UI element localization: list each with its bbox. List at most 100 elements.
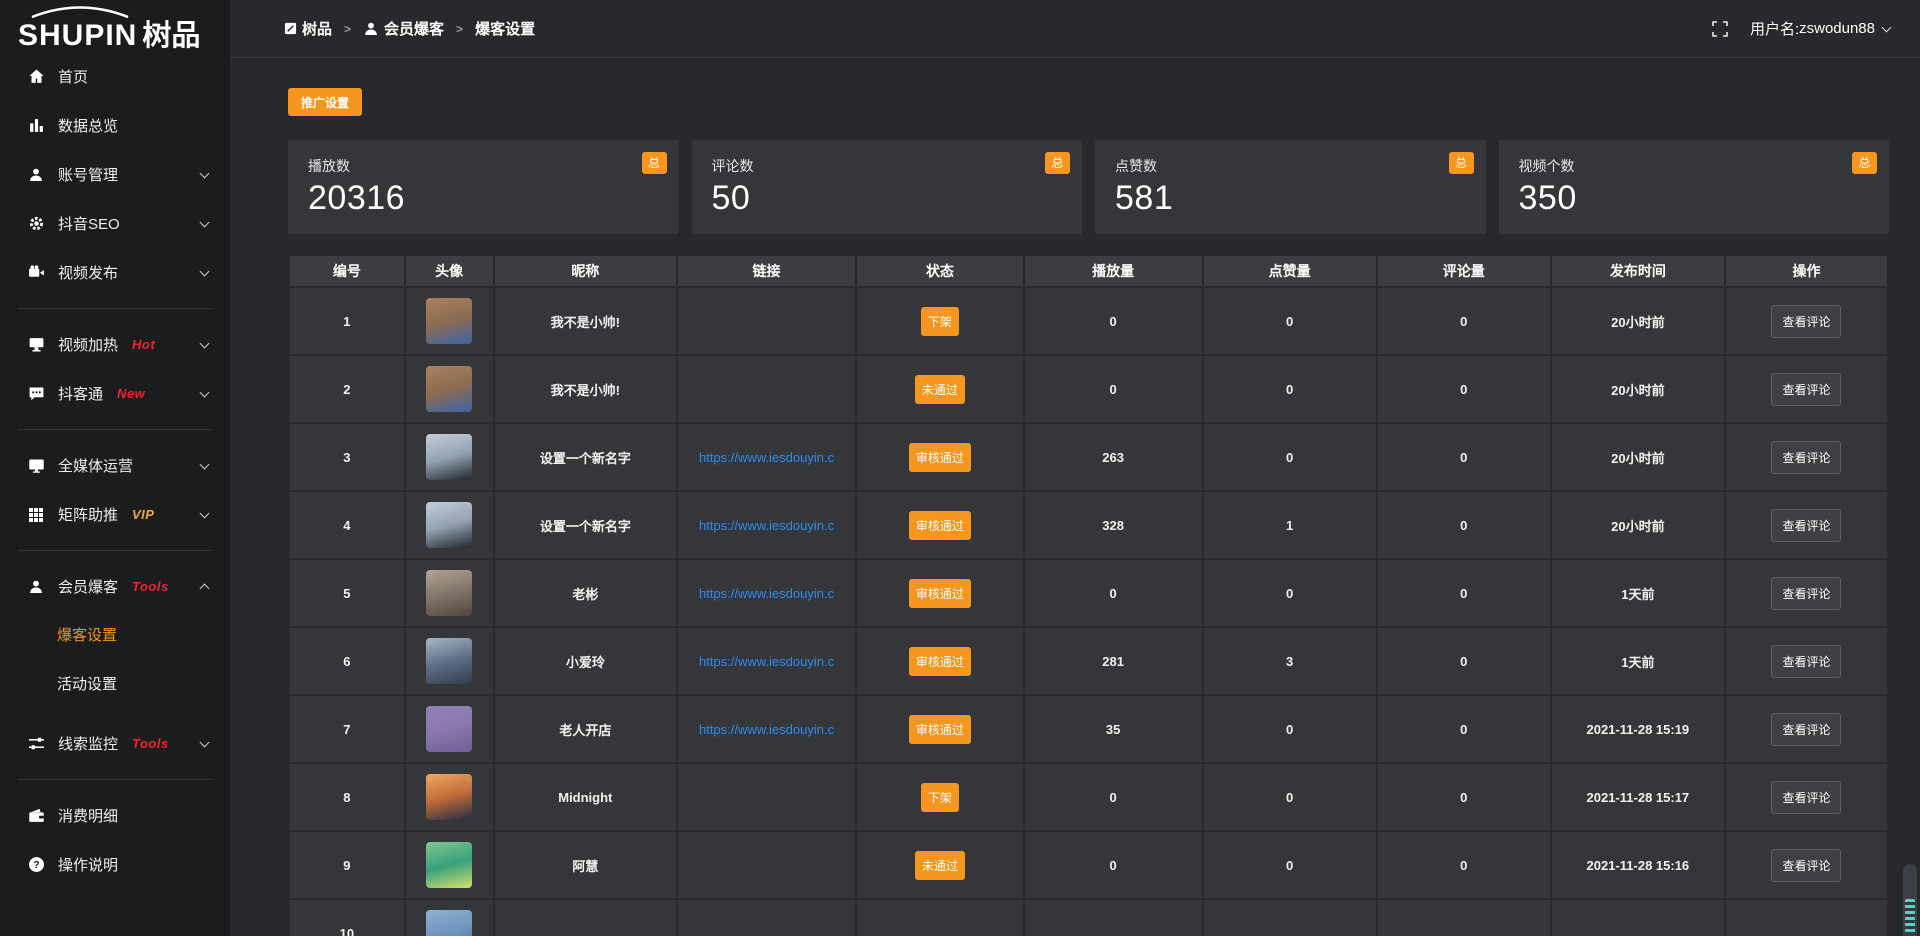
sidebar-item-douyin-seo[interactable]: 抖音SEO xyxy=(0,199,230,248)
cell-time xyxy=(1551,900,1724,936)
cell-status: 审核通过 xyxy=(856,560,1023,626)
cell-likes: 0 xyxy=(1203,356,1376,422)
table-row: 8 Midnight 下架 0 0 0 2021-11-28 15:17 查看评论 xyxy=(290,764,1887,830)
scrollbar-thumb[interactable] xyxy=(1903,864,1917,936)
stat-value: 350 xyxy=(1518,179,1577,217)
cell-likes: 0 xyxy=(1203,832,1376,898)
breadcrumb-item-1[interactable]: 会员爆客 xyxy=(363,18,444,39)
stat-card-2: 点赞数 581 总 xyxy=(1095,140,1486,234)
sidebar-item-account-management[interactable]: 账号管理 xyxy=(0,150,230,199)
cell-plays xyxy=(1024,900,1202,936)
avatar xyxy=(426,706,473,752)
stat-card-0: 播放数 20316 总 xyxy=(288,140,679,234)
sidebar-item-all-media-operation[interactable]: 全媒体运营 xyxy=(0,441,230,490)
table-row: 6 小爱玲 https://www.iesdouyin.c 审核通过 281 3 0 1天前 查… xyxy=(290,628,1887,694)
sidebar-divider xyxy=(18,779,212,780)
cell-avatar xyxy=(405,900,493,936)
chevron-down-icon xyxy=(199,387,210,397)
view-comments-button[interactable]: 查看评论 xyxy=(1771,848,1842,882)
cell-plays: 0 xyxy=(1024,288,1202,354)
cell-no: 10 xyxy=(290,900,404,936)
status-badge: 下架 xyxy=(920,306,959,336)
status-badge: 审核通过 xyxy=(908,510,971,540)
table-row: 4 设置一个新名字 https://www.iesdouyin.c 审核通过 328 1 0… xyxy=(290,492,1887,558)
table-row: 1 我不是小帅! 下架 0 0 0 20小时前 查看评论 xyxy=(290,288,1887,354)
cell-action: 查看评论 xyxy=(1725,288,1887,354)
user-menu[interactable]: 用户名: zswodun88 xyxy=(1750,18,1892,39)
cell-plays: 0 xyxy=(1024,764,1202,830)
video-link[interactable]: https://www.iesdouyin.c xyxy=(698,585,835,601)
sidebar-item-matrix-boost[interactable]: 矩阵助推 VIP xyxy=(0,490,230,539)
total-badge: 总 xyxy=(641,152,667,174)
total-badge: 总 xyxy=(1448,152,1474,174)
cell-likes: 3 xyxy=(1203,628,1376,694)
sidebar-item-label: 矩阵助推 xyxy=(58,507,119,524)
sidebar-item-operation-guide[interactable]: ? 操作说明 xyxy=(0,840,230,889)
view-comments-button[interactable]: 查看评论 xyxy=(1771,508,1842,542)
cell-status: 下架 xyxy=(856,764,1023,830)
cell-link xyxy=(678,356,855,422)
view-comments-button[interactable]: 查看评论 xyxy=(1771,780,1842,814)
sidebar-item-data-overview[interactable]: 数据总览 xyxy=(0,101,230,150)
fullscreen-icon[interactable] xyxy=(1712,20,1728,37)
breadcrumb-item-0[interactable]: 树品 xyxy=(284,18,332,39)
sidebar-item-badge: Tools xyxy=(132,736,169,751)
main-area: 树品 > 会员爆客 > 爆客设置 用户名: zswodun88 推广设置 播放数 2031… xyxy=(230,0,1920,936)
total-badge: 总 xyxy=(1045,152,1070,174)
status-badge: 审核通过 xyxy=(908,714,971,744)
sidebar-subitem-baoke-settings[interactable]: 爆客设置 xyxy=(57,627,118,644)
cell-link xyxy=(678,764,855,830)
sidebar-item-douketong[interactable]: 抖客通 New xyxy=(0,369,230,418)
cell-action: 查看评论 xyxy=(1725,492,1887,558)
breadcrumb-item-2[interactable]: 爆客设置 xyxy=(475,18,535,39)
sidebar-divider xyxy=(18,308,212,309)
cell-comments: 0 xyxy=(1377,832,1550,898)
view-comments-button[interactable]: 查看评论 xyxy=(1771,576,1842,610)
cell-time: 20小时前 xyxy=(1551,492,1724,558)
view-comments-button[interactable]: 查看评论 xyxy=(1771,712,1842,746)
chat-bubble-icon xyxy=(26,385,46,403)
sidebar-item-clue-monitor[interactable]: 线索监控 Tools xyxy=(0,719,230,768)
view-comments-button[interactable]: 查看评论 xyxy=(1771,372,1842,406)
column-header-8: 发布时间 xyxy=(1551,256,1724,286)
sidebar-subitem-activity-settings[interactable]: 活动设置 xyxy=(57,676,118,693)
cell-avatar xyxy=(405,356,493,422)
sidebar-item-label: 操作说明 xyxy=(58,857,119,874)
cell-time: 2021-11-28 15:17 xyxy=(1551,764,1724,830)
video-link[interactable]: https://www.iesdouyin.c xyxy=(698,721,835,737)
video-link[interactable]: https://www.iesdouyin.c xyxy=(698,449,835,465)
logo-secondary-text: 树品 xyxy=(142,20,201,52)
view-comments-button[interactable]: 查看评论 xyxy=(1771,644,1842,678)
video-link[interactable]: https://www.iesdouyin.c xyxy=(698,517,835,533)
view-comments-button[interactable]: 查看评论 xyxy=(1771,440,1842,474)
breadcrumb-label: 树品 xyxy=(302,21,333,38)
sidebar-item-label: 抖音SEO xyxy=(58,216,120,233)
cell-likes: 0 xyxy=(1203,560,1376,626)
sidebar-item-member-baoke[interactable]: 会员爆客 Tools xyxy=(0,562,230,611)
cell-action xyxy=(1725,900,1887,936)
cell-nickname: 阿慧 xyxy=(494,832,677,898)
sidebar-item-video-heating[interactable]: 视频加热 Hot xyxy=(0,320,230,369)
sidebar-item-video-publish[interactable]: 视频发布 xyxy=(0,248,230,297)
sidebar-item-home[interactable]: 首页 xyxy=(0,52,230,101)
cell-nickname: Midnight xyxy=(494,764,677,830)
breadcrumb: 树品 > 会员爆客 > 爆客设置 xyxy=(284,18,535,39)
sidebar-menu: 首页 数据总览 账号管理 抖音SEO 视频发布 视频加热 Hot 抖客通 New 全媒体运营 矩阵助… xyxy=(0,52,230,889)
table-row: 9 阿慧 未通过 0 0 0 2021-11-28 15:16 查看评论 xyxy=(290,832,1887,898)
gear-icon xyxy=(26,215,46,233)
edit-square-icon xyxy=(284,22,297,35)
column-header-0: 编号 xyxy=(290,256,404,286)
promo-settings-button[interactable]: 推广设置 xyxy=(288,88,363,116)
cell-likes: 0 xyxy=(1203,696,1376,762)
scrollbar-grip-icon xyxy=(1905,899,1915,933)
sidebar-item-label: 数据总览 xyxy=(58,118,119,135)
stat-cards: 播放数 20316 总 评论数 50 总 点赞数 581 总 视频个数 350 总 xyxy=(288,140,1889,234)
chevron-down-icon xyxy=(199,217,210,227)
view-comments-button[interactable]: 查看评论 xyxy=(1771,304,1842,338)
cell-status: 审核通过 xyxy=(856,696,1023,762)
column-header-3: 链接 xyxy=(678,256,855,286)
video-link[interactable]: https://www.iesdouyin.c xyxy=(698,653,835,669)
sidebar-item-consumption-detail[interactable]: 消费明细 xyxy=(0,791,230,840)
column-header-7: 评论量 xyxy=(1377,256,1550,286)
cell-action: 查看评论 xyxy=(1725,832,1887,898)
